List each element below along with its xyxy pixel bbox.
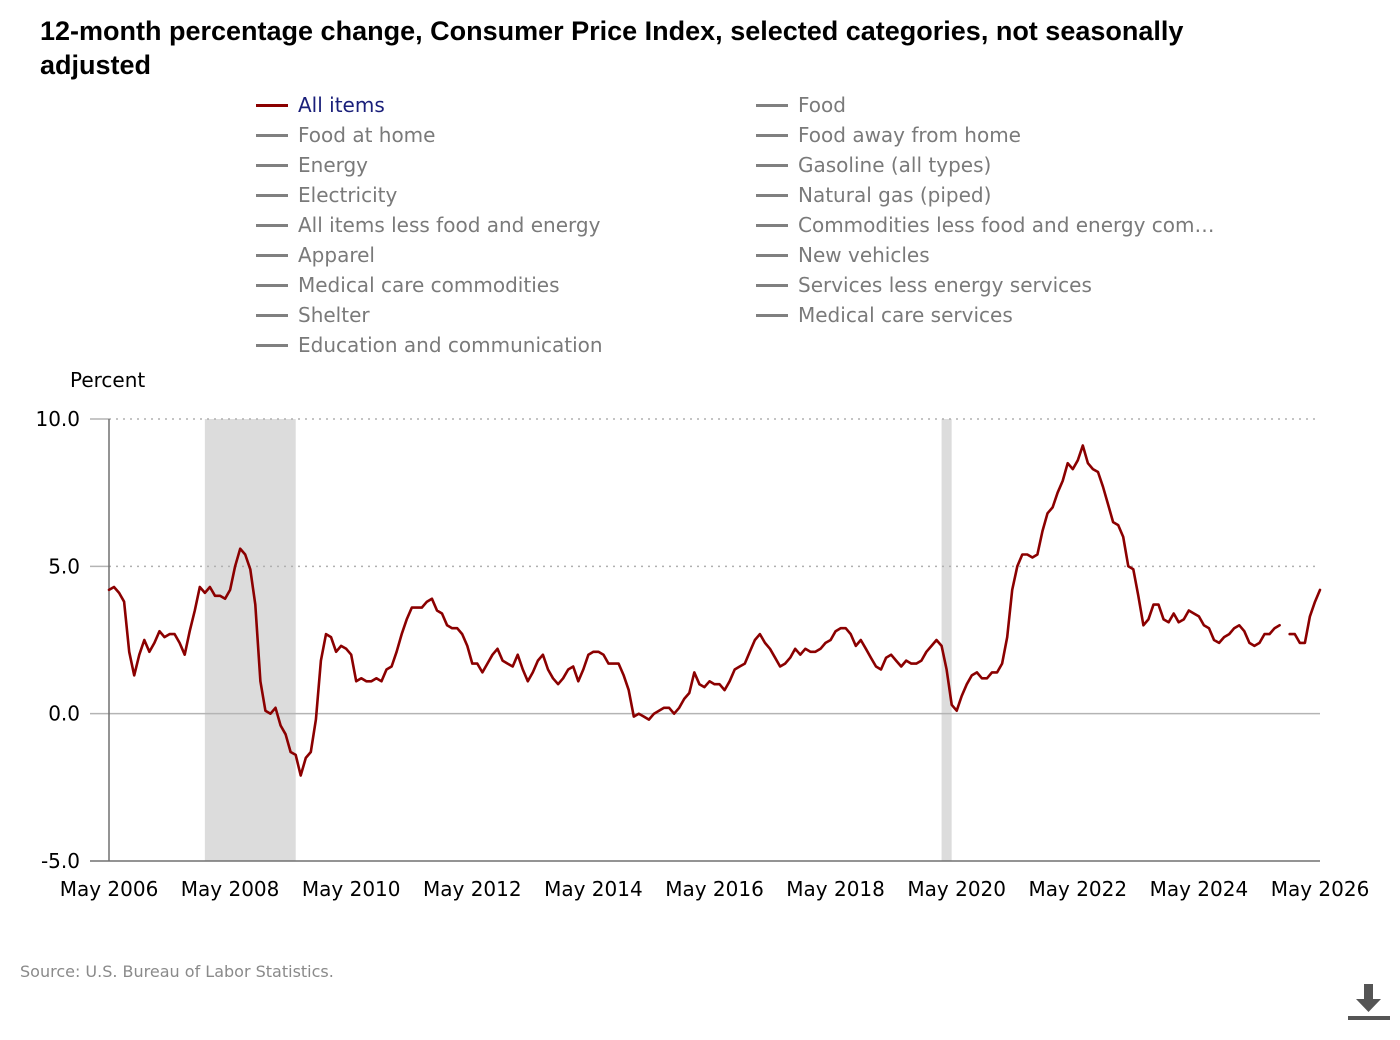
x-tick-label: May 2006 — [60, 877, 159, 901]
legend-label: Food — [798, 93, 846, 117]
download-icon[interactable] — [1346, 982, 1392, 1028]
line-chart: 10.0 5.0 0.0 -5.0 May 2006 May 2008 May 2010 Ma… — [35, 407, 1370, 901]
legend-label: Shelter — [298, 303, 370, 327]
legend-label: Medical care commodities — [298, 273, 560, 297]
legend-swatch — [256, 313, 288, 317]
legend-label: All items — [298, 93, 385, 117]
chart-title: 12-month percentage change, Consumer Pri… — [40, 16, 1184, 80]
legend-item[interactable]: New vehicles — [756, 240, 930, 270]
y-tick-label: -5.0 — [41, 849, 80, 873]
legend-item[interactable]: Commodities less food and energy com… — [756, 210, 1215, 240]
x-tick-label: May 2008 — [181, 877, 280, 901]
legend-label: Electricity — [298, 183, 398, 207]
series-line-all-items — [1288, 588, 1322, 645]
x-tick-label: May 2018 — [786, 877, 885, 901]
source-note: Source: U.S. Bureau of Labor Statistics. — [20, 962, 334, 981]
legend-item[interactable]: Food — [756, 90, 846, 120]
legend-label: Education and communication — [298, 333, 603, 357]
legend-item[interactable]: Gasoline (all types) — [756, 150, 991, 180]
y-tick-label: 10.0 — [35, 407, 80, 431]
x-tick-label: May 2026 — [1271, 877, 1370, 901]
legend-label: Food at home — [298, 123, 436, 147]
legend-swatch — [256, 253, 288, 257]
legend-swatch — [256, 193, 288, 197]
legend-item[interactable]: Medical care commodities — [256, 270, 559, 300]
x-tick-label: May 2022 — [1028, 877, 1127, 901]
legend-swatch — [756, 223, 788, 227]
x-tick-label: May 2012 — [423, 877, 522, 901]
legend-item[interactable]: Medical care services — [756, 300, 1013, 330]
x-tick-label: May 2020 — [907, 877, 1006, 901]
legend-item[interactable]: Food away from home — [756, 120, 1021, 150]
legend-item[interactable]: Electricity — [256, 180, 397, 210]
legend-swatch — [756, 313, 788, 317]
legend-label: Medical care services — [798, 303, 1013, 327]
y-tick-label: 0.0 — [48, 702, 80, 726]
legend-item[interactable]: Services less energy services — [756, 270, 1092, 300]
legend-swatch — [256, 343, 288, 347]
legend-swatch — [756, 163, 788, 167]
legend-item[interactable]: Natural gas (piped) — [756, 180, 991, 210]
legend-label: Natural gas (piped) — [798, 183, 992, 207]
legend-item[interactable]: Food at home — [256, 120, 435, 150]
legend-label: Commodities less food and energy com… — [798, 213, 1215, 237]
legend-swatch — [256, 223, 288, 227]
x-tick-label: May 2016 — [665, 877, 764, 901]
legend-item[interactable]: Education and communication — [256, 330, 603, 360]
y-tick-label: 5.0 — [48, 554, 80, 578]
legend-label: New vehicles — [798, 243, 930, 267]
legend-swatch — [756, 133, 788, 137]
legend-label: Apparel — [298, 243, 375, 267]
x-tick-label: May 2014 — [544, 877, 643, 901]
legend: All items Food at home Energy Electricity Al… — [256, 90, 1256, 360]
legend-label: All items less food and energy — [298, 213, 601, 237]
legend-item[interactable]: Apparel — [256, 240, 375, 270]
legend-label: Gasoline (all types) — [798, 153, 992, 177]
legend-swatch — [256, 133, 288, 137]
legend-label: Food away from home — [798, 123, 1021, 147]
legend-item[interactable]: Shelter — [256, 300, 370, 330]
x-tick-label: May 2024 — [1150, 877, 1249, 901]
series-line-all-items — [107, 444, 1281, 777]
legend-swatch — [256, 103, 288, 107]
recession-band — [941, 419, 952, 861]
legend-label: Energy — [298, 153, 369, 177]
x-tick-label: May 2010 — [302, 877, 401, 901]
legend-item[interactable]: Energy — [256, 150, 368, 180]
legend-swatch — [756, 283, 788, 287]
legend-item[interactable]: All items less food and energy — [256, 210, 600, 240]
legend-swatch — [756, 103, 788, 107]
legend-item[interactable]: All items — [256, 90, 385, 120]
legend-swatch — [756, 253, 788, 257]
legend-label: Services less energy services — [798, 273, 1092, 297]
legend-swatch — [256, 163, 288, 167]
legend-swatch — [256, 283, 288, 287]
legend-swatch — [756, 193, 788, 197]
recession-band — [204, 419, 296, 861]
y-axis-label: Percent — [70, 368, 146, 392]
